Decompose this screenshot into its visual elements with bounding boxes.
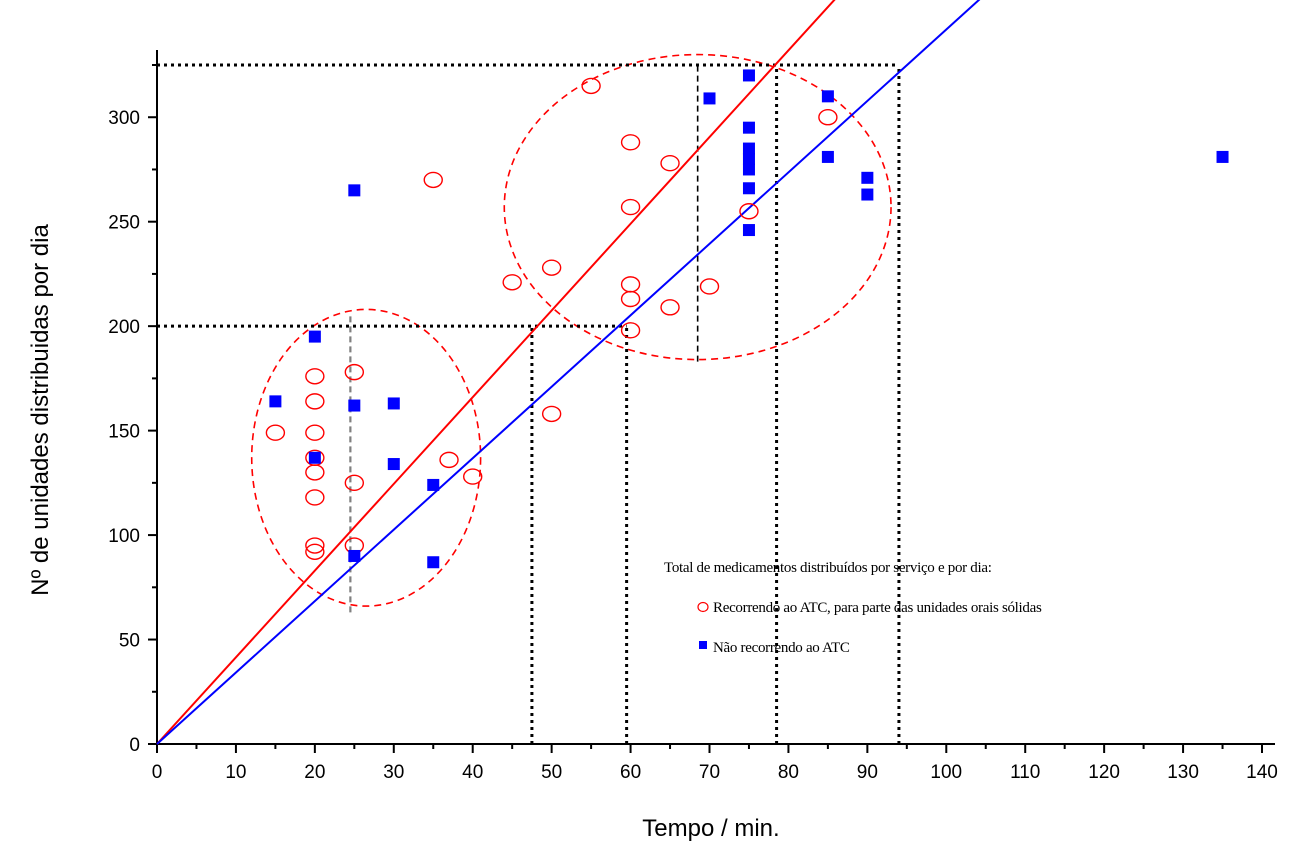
point-no-atc [387,458,400,471]
data-points [265,69,1229,569]
point-no-atc [387,397,400,410]
y-tick-label: 100 [108,526,140,547]
point-no-atc [742,182,755,195]
point-atc [305,424,325,441]
point-atc [305,489,325,506]
point-atc [620,322,641,339]
point-no-atc [742,153,755,166]
x-tick-label: 130 [1167,762,1199,783]
point-no-atc [861,171,874,184]
legend-marker-filled-square [699,641,707,649]
tick-labels: 0 10 20 30 40 50 60 70 80 90 100 110 120 130 140 0 50 100… [108,108,1278,783]
x-tick-label: 40 [462,762,483,783]
point-no-atc [742,142,755,155]
point-atc [305,537,325,554]
point-no-atc [348,399,361,412]
point-atc [818,109,838,126]
point-no-atc [269,395,282,408]
point-no-atc [348,549,361,562]
point-atc [423,171,443,189]
x-tick-label: 140 [1246,762,1278,783]
point-no-atc [742,224,755,237]
x-tick-label: 30 [383,762,404,783]
y-axis-title: Nº de unidades distribuidas por dia [27,224,54,596]
point-atc [541,405,562,423]
point-atc [581,77,601,95]
cluster-ellipse-2 [503,53,892,361]
trend-line-no-atc [156,0,981,745]
y-tick-label: 50 [119,631,140,652]
trend-lines [156,0,981,745]
point-atc [541,259,562,276]
y-tick-label: 150 [108,422,140,443]
legend: Total de medicamentos distribuídos por s… [664,560,1042,656]
point-atc [463,468,483,485]
x-tick-label: 10 [225,762,246,783]
x-tick-label: 50 [541,762,562,783]
trend-line-atc [156,0,836,745]
x-tick-label: 0 [152,762,163,783]
point-atc [305,368,325,385]
point-no-atc [348,184,361,197]
point-no-atc [308,451,321,464]
legend-item-no-atc: Não recorrendo ao ATC [699,640,850,656]
point-atc [502,274,522,291]
x-tick-label: 120 [1088,762,1120,783]
legend-label-no-atc: Não recorrendo ao ATC [713,640,850,656]
legend-marker-open-circle [697,601,709,613]
point-no-atc [742,69,755,82]
point-atc [265,424,286,441]
y-tick-label: 250 [108,213,140,234]
point-atc [620,134,641,151]
point-atc [620,276,641,293]
legend-label-atc: Recorrendo ao ATC, para parte das unidad… [713,600,1042,616]
axes [148,50,1275,753]
point-no-atc [703,92,716,105]
y-tick-label: 0 [129,735,140,756]
x-tick-label: 110 [1010,762,1040,783]
point-atc [305,393,325,410]
y-tick-label: 300 [108,108,140,129]
point-atc [344,474,365,492]
point-no-atc [427,478,440,491]
x-tick-label: 100 [930,762,962,783]
y-tick-label: 200 [108,317,140,338]
point-atc [699,278,720,295]
point-no-atc [821,90,834,103]
point-no-atc [821,150,834,163]
point-no-atc [742,163,755,176]
point-no-atc [742,121,755,134]
point-atc [739,203,759,220]
point-no-atc [861,188,874,201]
point-atc [660,299,680,316]
x-tick-label: 90 [857,762,878,783]
point-no-atc [427,556,440,569]
x-tick-label: 70 [699,762,720,783]
point-atc [305,543,325,560]
x-tick-label: 80 [778,762,799,783]
point-no-atc [308,330,321,343]
x-tick-label: 20 [304,762,325,783]
point-atc [620,198,641,216]
legend-item-atc: Recorrendo ao ATC, para parte das unidad… [697,600,1042,616]
x-tick-label: 60 [620,762,641,783]
point-atc [660,154,680,172]
legend-title: Total de medicamentos distribuídos por s… [664,560,992,576]
point-atc [305,464,325,481]
point-atc [344,363,365,381]
point-no-atc [1216,150,1229,163]
cluster-ellipse-1 [250,308,482,607]
x-axis-title: Tempo / min. [642,815,779,842]
point-atc [439,451,459,469]
point-atc [620,290,641,308]
